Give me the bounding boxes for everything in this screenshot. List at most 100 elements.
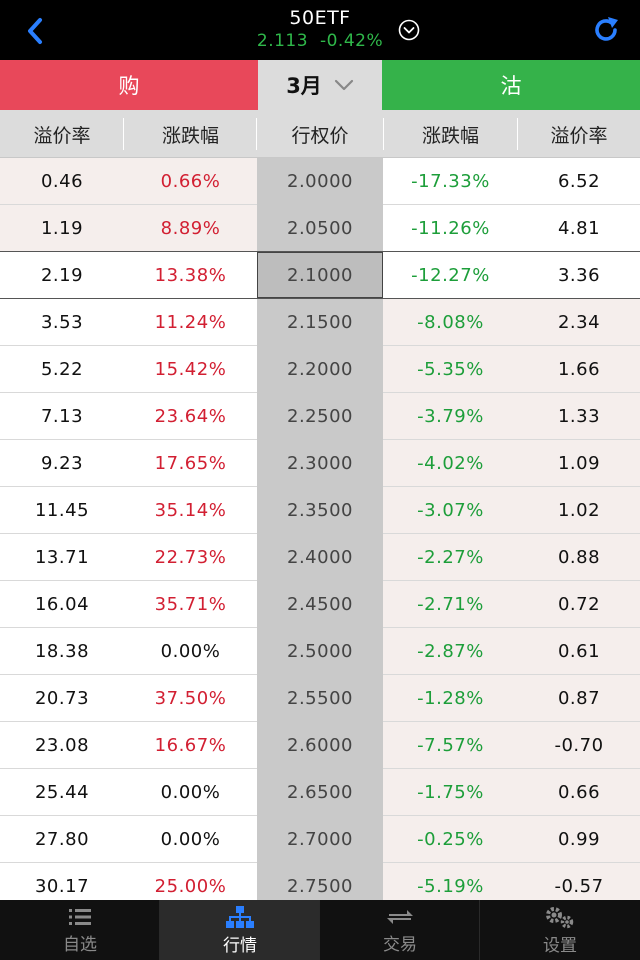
table-row[interactable]: 18.38 0.00% 2.5000 -2.87% 0.61: [0, 628, 640, 675]
put-premium-cell: 1.33: [557, 405, 601, 427]
nav-watchlist[interactable]: 自选: [0, 900, 160, 960]
call-change-cell: 0.00%: [160, 640, 221, 662]
call-premium-cell: 23.08: [34, 734, 90, 756]
call-premium-cell: 30.17: [34, 875, 90, 897]
call-side-bg: [0, 816, 257, 863]
table-row[interactable]: 25.44 0.00% 2.6500 -1.75% 0.66: [0, 769, 640, 816]
nav-market[interactable]: 行情: [160, 900, 320, 960]
call-premium-cell: 13.71: [34, 546, 90, 568]
call-side-bg: [0, 158, 257, 205]
call-premium-cell: 16.04: [34, 593, 90, 615]
col-put-change[interactable]: 涨跌幅: [421, 124, 479, 147]
table-row[interactable]: 30.17 25.00% 2.7500 -5.19% -0.57: [0, 863, 640, 900]
put-tab[interactable]: 沽: [382, 60, 640, 110]
put-change-cell: -2.87%: [417, 640, 484, 662]
call-side-bg: [0, 863, 257, 900]
org-chart-icon: [226, 905, 254, 928]
table-row[interactable]: 1.19 8.89% 2.0500 -11.26% 4.81: [0, 205, 640, 252]
call-tab[interactable]: 购: [0, 60, 258, 110]
call-change-cell: 11.24%: [154, 311, 227, 333]
strike-price-cell: 2.5000: [287, 640, 353, 662]
col-put-premium[interactable]: 溢价率: [550, 124, 608, 147]
table-row[interactable]: 11.45 35.14% 2.3500 -3.07% 1.02: [0, 487, 640, 534]
call-side-bg: [0, 440, 257, 487]
table-row[interactable]: 27.80 0.00% 2.7000 -0.25% 0.99: [0, 816, 640, 863]
put-side-bg: [383, 440, 640, 487]
put-side-bg: [383, 816, 640, 863]
month-label: 3月: [286, 74, 322, 98]
column-header: 溢价率 涨跌幅 行权价 涨跌幅 溢价率: [0, 110, 640, 158]
col-call-change[interactable]: 涨跌幅: [161, 124, 219, 147]
table-row[interactable]: 20.73 37.50% 2.5500 -1.28% 0.87: [0, 675, 640, 722]
month-selector[interactable]: 3月: [258, 60, 382, 110]
put-premium-cell: 2.34: [557, 311, 601, 333]
nav-label: 设置: [543, 935, 577, 956]
table-row[interactable]: 7.13 23.64% 2.2500 -3.79% 1.33: [0, 393, 640, 440]
put-side-bg: [383, 581, 640, 628]
nav-trade[interactable]: 交易: [320, 900, 480, 960]
call-premium-cell: 1.19: [40, 217, 84, 239]
put-change-cell: -2.27%: [417, 546, 484, 568]
table-row[interactable]: 2.19 13.38% 2.1000 -12.27% 3.36: [0, 252, 640, 299]
put-premium-cell: 0.99: [557, 828, 601, 850]
call-side-bg: [0, 252, 257, 299]
call-change-cell: 37.50%: [154, 687, 227, 709]
put-premium-cell: -0.57: [554, 875, 604, 897]
put-premium-cell: 6.52: [557, 170, 601, 192]
instrument-dropdown-icon[interactable]: [398, 19, 420, 41]
atm-divider-line: [0, 251, 640, 252]
put-side-bg: [383, 158, 640, 205]
strike-price-cell: 2.1000: [287, 264, 353, 286]
call-premium-cell: 9.23: [40, 452, 84, 474]
put-side-bg: [383, 675, 640, 722]
exchange-icon: [387, 909, 413, 924]
table-row[interactable]: 5.22 15.42% 2.2000 -5.35% 1.66: [0, 346, 640, 393]
top-bar: 50ETF 2.113 -0.42%: [0, 0, 640, 60]
put-side-bg: [383, 863, 640, 900]
put-side-bg: [383, 393, 640, 440]
put-side-bg: [383, 299, 640, 346]
bottom-nav: 自选 行情 交易 设置: [0, 900, 640, 960]
instrument-change: -0.42%: [319, 31, 384, 51]
put-change-cell: -1.75%: [417, 781, 484, 803]
table-row[interactable]: 0.46 0.66% 2.0000 -17.33% 6.52: [0, 158, 640, 205]
table-row[interactable]: 9.23 17.65% 2.3000 -4.02% 1.09: [0, 440, 640, 487]
put-premium-cell: 0.87: [557, 687, 601, 709]
call-change-cell: 0.00%: [160, 828, 221, 850]
nav-divider: [479, 900, 480, 960]
nav-divider: [159, 900, 160, 960]
gears-icon: [546, 906, 574, 928]
strike-price-cell: 2.6000: [287, 734, 353, 756]
call-change-cell: 35.14%: [154, 499, 227, 521]
nav-label: 交易: [383, 934, 417, 955]
instrument-price: 2.113: [256, 31, 309, 51]
list-icon: [69, 908, 91, 925]
put-side-bg: [383, 769, 640, 816]
strike-price-cell: 2.7500: [287, 875, 353, 897]
put-premium-cell: -0.70: [554, 734, 604, 756]
call-side-bg: [0, 487, 257, 534]
back-button[interactable]: [18, 14, 52, 48]
nav-settings[interactable]: 设置: [480, 900, 640, 960]
call-premium-cell: 27.80: [34, 828, 90, 850]
table-row[interactable]: 3.53 11.24% 2.1500 -8.08% 2.34: [0, 299, 640, 346]
nav-divider: [319, 900, 320, 960]
strike-price-cell: 2.5500: [287, 687, 353, 709]
put-premium-cell: 0.66: [557, 781, 601, 803]
call-change-cell: 0.66%: [160, 170, 221, 192]
column-divider: [256, 118, 257, 150]
put-change-cell: -2.71%: [417, 593, 484, 615]
call-premium-cell: 18.38: [34, 640, 90, 662]
table-row[interactable]: 23.08 16.67% 2.6000 -7.57% -0.70: [0, 722, 640, 769]
col-call-premium[interactable]: 溢价率: [33, 124, 91, 147]
option-chain-table: 0.46 0.66% 2.0000 -17.33% 6.52 1.19 8.89% 2.050…: [0, 158, 640, 900]
table-row[interactable]: 16.04 35.71% 2.4500 -2.71% 0.72: [0, 581, 640, 628]
option-type-bar: 购 3月 沽: [0, 60, 640, 110]
put-premium-cell: 0.72: [557, 593, 601, 615]
back-arrow-icon: [28, 18, 42, 44]
put-premium-cell: 1.66: [557, 358, 601, 380]
table-row[interactable]: 13.71 22.73% 2.4000 -2.27% 0.88: [0, 534, 640, 581]
call-change-cell: 17.65%: [154, 452, 227, 474]
refresh-button[interactable]: [588, 12, 624, 48]
col-strike[interactable]: 行权价: [291, 124, 349, 147]
